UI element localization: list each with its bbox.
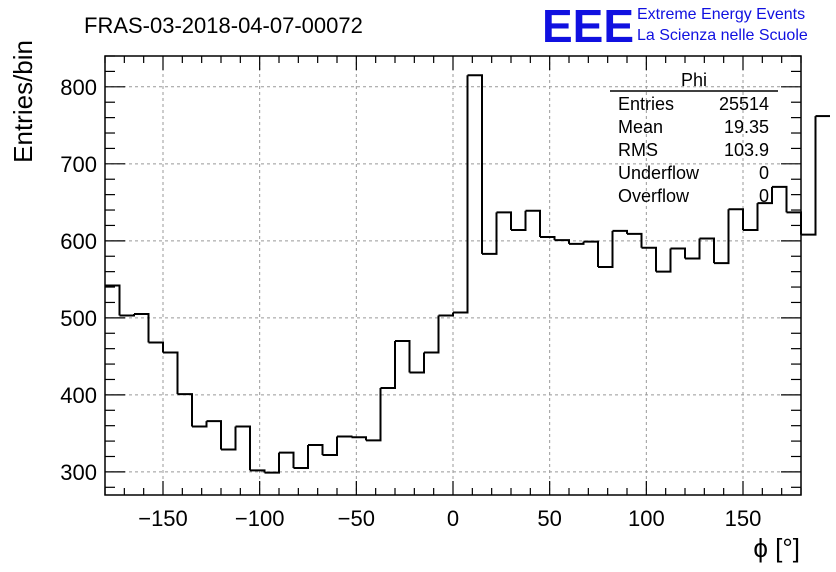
stats-box-name: Phi: [681, 70, 707, 90]
histogram-bin: [525, 209, 541, 237]
x-tick-label: −150: [138, 506, 188, 531]
stats-row-label: RMS: [618, 140, 658, 160]
histogram-bars: [105, 74, 830, 474]
histogram-bin: [786, 211, 802, 235]
stats-box: Phi Entries 25514 Mean 19.35 RMS 103.9 Underfl…: [610, 70, 778, 206]
logo-letters: EEE: [542, 0, 634, 52]
histogram-bin: [163, 351, 179, 395]
histogram-bin: [293, 444, 309, 470]
histogram-bin: [569, 241, 585, 245]
histogram-bin: [279, 451, 295, 469]
histogram-bin: [424, 315, 440, 354]
x-tick-label: −100: [235, 506, 285, 531]
histogram-bin: [511, 210, 527, 232]
x-tick-label: 100: [628, 506, 665, 531]
histogram-bin: [482, 212, 498, 255]
stats-row: Mean 19.35: [618, 117, 769, 137]
x-tick-labels: −150 −100 −50 0 50 100 150: [138, 506, 761, 531]
x-tick-label: 50: [537, 506, 561, 531]
histogram-bin: [438, 312, 454, 317]
histogram-bin: [308, 443, 324, 455]
logo-line-1: Extreme Energy Events: [637, 6, 805, 23]
histogram-bin: [105, 284, 121, 316]
histogram-bin: [598, 230, 614, 269]
histogram-bin: [380, 340, 396, 389]
histogram-bin: [206, 420, 222, 450]
y-axis-title: Entries/bin: [8, 40, 38, 163]
histogram-bin: [148, 341, 164, 353]
histogram-bin: [351, 436, 367, 441]
x-tick-label: 150: [725, 506, 762, 531]
stats-row: Entries 25514: [618, 94, 769, 114]
histogram-bin: [192, 421, 208, 428]
histogram-bin: [409, 352, 425, 374]
stats-row: Overflow 0: [618, 186, 769, 206]
histogram-bin: [540, 235, 556, 241]
x-axis-title: ϕ [°]: [753, 533, 800, 563]
histogram-bin: [264, 452, 280, 474]
stats-row: Underflow 0: [618, 163, 769, 183]
histogram-bin: [453, 75, 469, 314]
histogram-bin: [743, 203, 759, 232]
y-tick-label: 800: [60, 75, 97, 100]
axis-ticks: [104, 55, 802, 495]
y-tick-label: 500: [60, 306, 97, 331]
stats-row: RMS 103.9: [618, 140, 769, 160]
histogram-bin: [366, 387, 382, 442]
histogram-bin: [554, 239, 570, 244]
histogram-bin: [221, 426, 237, 451]
histogram-bin: [656, 248, 672, 273]
histogram-bin: [627, 232, 643, 248]
y-tick-labels: 300 400 500 600 700 800: [60, 75, 97, 485]
histogram-bin: [235, 425, 251, 471]
histogram-bin: [728, 208, 744, 231]
histogram-bin: [496, 211, 512, 231]
histogram-bin: [670, 247, 686, 259]
stats-row-label: Overflow: [618, 186, 690, 206]
chart-title: FRAS-03-2018-04-07-00072: [84, 13, 363, 38]
histogram-bin: [119, 314, 135, 317]
y-tick-label: 700: [60, 152, 97, 177]
histogram-bin: [714, 209, 730, 265]
x-tick-label: −50: [338, 506, 375, 531]
y-tick-label: 400: [60, 383, 97, 408]
stats-row-label: Mean: [618, 117, 663, 137]
histogram-bin: [757, 186, 773, 205]
x-tick-label: 0: [447, 506, 459, 531]
stats-row-value: 25514: [719, 94, 769, 114]
histogram-bin: [641, 246, 657, 272]
histogram-bin: [801, 116, 817, 236]
stats-row-value: 0: [759, 186, 769, 206]
histogram-bin: [685, 238, 701, 260]
histogram-bin: [395, 339, 411, 373]
histogram-bin: [134, 313, 150, 343]
histogram-bin: [772, 185, 788, 213]
histogram-bin: [322, 436, 338, 456]
stats-row-value: 19.35: [724, 117, 769, 137]
histogram-bin: [699, 237, 715, 264]
histogram-bin: [177, 393, 193, 427]
histogram-bin: [583, 240, 599, 268]
histogram-bin: [467, 74, 483, 254]
y-tick-label: 300: [60, 460, 97, 485]
histogram-bin: [337, 435, 353, 438]
stats-row-label: Underflow: [618, 163, 700, 183]
stats-row-value: 103.9: [724, 140, 769, 160]
logo-line-2: La Scienza nelle Scuole: [637, 27, 808, 44]
histogram-bin: [612, 229, 628, 234]
y-tick-label: 600: [60, 229, 97, 254]
grid-lines: [105, 56, 801, 495]
stats-row-value: 0: [759, 163, 769, 183]
stats-row-label: Entries: [618, 94, 674, 114]
eee-logo: EEE Extreme Energy Events La Scienza nel…: [542, 0, 808, 52]
